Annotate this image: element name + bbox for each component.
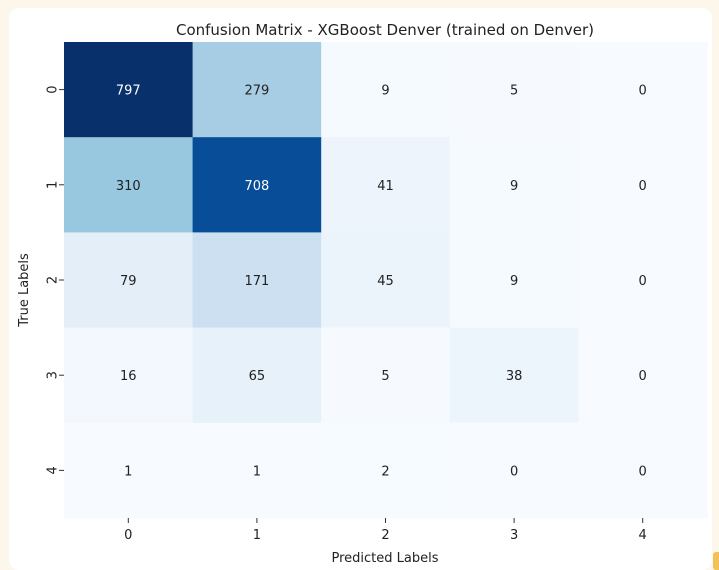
heatmap-cell <box>64 42 194 138</box>
x-tick-label: 1 <box>253 528 261 543</box>
heatmap-cell <box>578 422 708 519</box>
cell-value-label: 5 <box>510 84 518 99</box>
chart-title: Confusion Matrix - XGBoost Denver (train… <box>176 21 594 39</box>
heatmap-cell <box>64 137 194 233</box>
cell-annotations: 797 279 9 5 0 310 708 41 9 0 79 171 45 9 0 16 65 5 38 0 1 1 2 0… <box>116 84 647 480</box>
heatmap-cell <box>449 327 579 424</box>
cell-value-label: 2 <box>381 464 389 479</box>
cell-value-label: 9 <box>510 274 518 289</box>
cell-value-label: 797 <box>116 84 141 99</box>
y-tick-label: 3 <box>46 371 61 379</box>
heatmap-cell <box>64 327 194 424</box>
cell-value-label: 0 <box>639 369 647 384</box>
cell-value-label: 0 <box>639 179 647 194</box>
cell-value-label: 1 <box>253 464 261 479</box>
y-axis-label: True Labels <box>17 253 32 328</box>
cell-value-label: 79 <box>120 274 137 289</box>
heatmap-cell <box>192 42 322 138</box>
cell-value-label: 5 <box>381 369 389 384</box>
heatmap-cell <box>578 137 708 233</box>
heatmap-cell <box>449 422 579 519</box>
y-tick-label: 1 <box>46 181 61 189</box>
heatmap-cell <box>578 232 708 329</box>
heatmap-cell <box>321 232 451 329</box>
cell-value-label: 0 <box>510 464 518 479</box>
heatmap-cell <box>578 327 708 424</box>
heatmap-cell <box>64 422 194 519</box>
cell-value-label: 9 <box>381 84 389 99</box>
heatmap-cell <box>321 137 451 233</box>
heatmap-cell <box>192 422 322 519</box>
cell-value-label: 0 <box>639 274 647 289</box>
heatmap-cell <box>449 232 579 329</box>
y-axis-ticks: 0 1 2 3 4 <box>46 85 64 475</box>
chart-figure: Confusion Matrix - XGBoost Denver (train… <box>9 8 712 570</box>
x-tick-label: 2 <box>381 528 389 543</box>
heatmap-cell <box>449 42 579 138</box>
window-corner-accent <box>713 552 719 570</box>
cell-value-label: 0 <box>639 84 647 99</box>
cell-value-label: 171 <box>244 274 269 289</box>
x-tick-label: 3 <box>510 528 518 543</box>
x-axis-label: Predicted Labels <box>331 551 438 566</box>
cell-value-label: 708 <box>244 179 269 194</box>
heatmap-cells <box>64 42 708 519</box>
cell-value-label: 310 <box>116 179 141 194</box>
heatmap-cell <box>192 137 322 233</box>
cell-value-label: 279 <box>244 84 269 99</box>
cell-value-label: 16 <box>120 369 137 384</box>
y-tick-label: 4 <box>46 466 61 474</box>
cell-value-label: 38 <box>506 369 523 384</box>
cell-value-label: 45 <box>377 274 394 289</box>
heatmap-cell <box>578 42 708 138</box>
heatmap-cell <box>64 232 194 329</box>
cell-value-label: 41 <box>377 179 394 194</box>
y-tick-label: 2 <box>46 276 61 284</box>
heatmap-cell <box>449 137 579 233</box>
x-tick-label: 0 <box>124 528 132 543</box>
cell-value-label: 1 <box>124 464 132 479</box>
cell-value-label: 9 <box>510 179 518 194</box>
x-tick-label: 4 <box>639 528 647 543</box>
heatmap-cell <box>321 42 451 138</box>
heatmap-cell <box>192 327 322 424</box>
y-tick-label: 0 <box>46 85 61 93</box>
heatmap-cell <box>321 422 451 519</box>
cell-value-label: 65 <box>249 369 266 384</box>
cell-value-label: 0 <box>639 464 647 479</box>
heatmap-cell <box>192 232 322 329</box>
x-axis-ticks: 0 1 2 3 4 <box>124 518 647 543</box>
confusion-matrix-heatmap: Confusion Matrix - XGBoost Denver (train… <box>17 21 708 566</box>
heatmap-cell <box>321 327 451 424</box>
